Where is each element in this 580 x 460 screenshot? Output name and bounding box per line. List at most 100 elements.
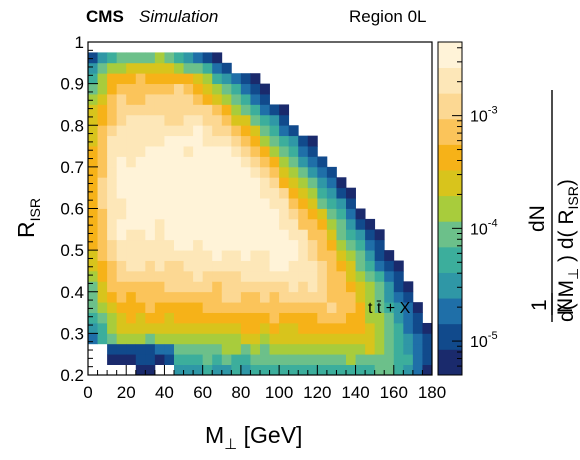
heatmap-cell [307, 187, 318, 199]
heatmap-cell [193, 198, 204, 209]
heatmap-cell [145, 333, 156, 345]
heatmap-cell [298, 229, 309, 241]
heatmap-cell [307, 146, 318, 157]
y-tick-label: 0.4 [60, 283, 84, 302]
heatmap-cell [346, 250, 356, 261]
heatmap-cell [365, 260, 376, 272]
heatmap-cell [240, 156, 251, 168]
heatmap-cell [174, 114, 184, 126]
heatmap-cell [403, 343, 414, 355]
heatmap-cell [393, 354, 404, 365]
heatmap-cell [193, 312, 204, 324]
heatmap-cell [174, 166, 184, 178]
heatmap-cell [164, 291, 175, 303]
heatmap-cell [250, 166, 261, 178]
heatmap-cell [154, 62, 165, 74]
heatmap-cell [250, 208, 261, 220]
heatmap-cell [154, 114, 165, 126]
heatmap-cell [116, 125, 127, 137]
heatmap-cell [202, 208, 213, 220]
heatmap-cell [183, 302, 194, 313]
heatmap-cell [88, 333, 98, 345]
heatmap-cell [221, 239, 232, 251]
heatmap-cell [250, 354, 261, 365]
heatmap-cell [260, 146, 270, 157]
heatmap-cell [97, 187, 108, 199]
heatmap-cell [221, 291, 232, 303]
heatmap-cell [154, 166, 165, 178]
heatmap-cell [260, 135, 270, 147]
heatmap-cell [346, 302, 356, 313]
heatmap-cell [107, 73, 118, 85]
heatmap-cell [174, 177, 184, 189]
heatmap-cell [88, 260, 98, 272]
heatmap-cell [269, 114, 280, 126]
heatmap-cell [107, 239, 118, 251]
heatmap-cell [116, 187, 127, 199]
y-tick-label: 0.5 [60, 241, 84, 260]
heatmap-cell [174, 187, 184, 199]
heatmap-cell [107, 62, 118, 74]
heatmap-cell [202, 198, 213, 209]
heatmap-cell [202, 260, 213, 272]
heatmap-cell [154, 270, 165, 282]
heatmap-cell [116, 281, 127, 293]
heatmap-cell [221, 312, 232, 324]
heatmap-cell [88, 156, 98, 168]
heatmap-cell [240, 177, 251, 189]
heatmap-cell [107, 166, 118, 178]
heatmap-cell [307, 270, 318, 282]
heatmap-cell [221, 104, 232, 116]
heatmap-cell [126, 104, 137, 116]
heatmap-cell [107, 250, 118, 261]
heatmap-cell [126, 146, 137, 157]
heatmap-cell [221, 250, 232, 261]
heatmap-cell [135, 260, 146, 272]
heatmap-cell [193, 114, 204, 126]
heatmap-cell [97, 281, 108, 293]
heatmap-cell [116, 343, 127, 355]
heatmap-cell [126, 270, 137, 282]
heatmap-cell [250, 94, 261, 105]
heatmap-cell [279, 208, 290, 220]
heatmap-cell [269, 333, 280, 345]
heatmap-cell [355, 333, 366, 345]
heatmap-cell [365, 333, 376, 345]
heatmap-cell [279, 250, 290, 261]
heatmap-cell [135, 302, 146, 313]
heatmap-cell [336, 250, 347, 261]
heatmap-cell [126, 166, 137, 178]
heatmap-cell [88, 187, 98, 199]
heatmap-cell [231, 250, 242, 261]
heatmap-cell [212, 73, 223, 85]
heatmap-cell [202, 218, 213, 230]
heatmap-cell [336, 343, 347, 355]
heatmap-cell [326, 218, 337, 230]
heatmap-cell [260, 364, 270, 376]
heatmap-cell [107, 146, 118, 157]
heatmap-cell [145, 135, 156, 147]
heatmap-cell [212, 270, 223, 282]
heatmap-cell [326, 208, 337, 220]
heatmap-cell [116, 135, 127, 147]
heatmap-cell [231, 333, 242, 345]
heatmap-cell [384, 260, 395, 272]
heatmap-cell [107, 125, 118, 137]
heatmap-cell [336, 208, 347, 220]
heatmap-cell [97, 52, 108, 64]
heatmap-cell [126, 343, 137, 355]
heatmap-cell [126, 250, 137, 261]
heatmap-cell [250, 114, 261, 126]
heatmap-cell [384, 354, 395, 365]
heatmap-cell [107, 302, 118, 313]
heatmap-cell [135, 239, 146, 251]
heatmap-cell [240, 187, 251, 199]
heatmap-cell [116, 94, 127, 105]
heatmap-cell [135, 166, 146, 178]
heatmap-cell [269, 135, 280, 147]
heatmap-cell [269, 302, 280, 313]
heatmap-cell [116, 333, 127, 345]
heatmap-cell [288, 364, 299, 376]
heatmap-cell [164, 302, 175, 313]
heatmap-cell [174, 83, 184, 95]
